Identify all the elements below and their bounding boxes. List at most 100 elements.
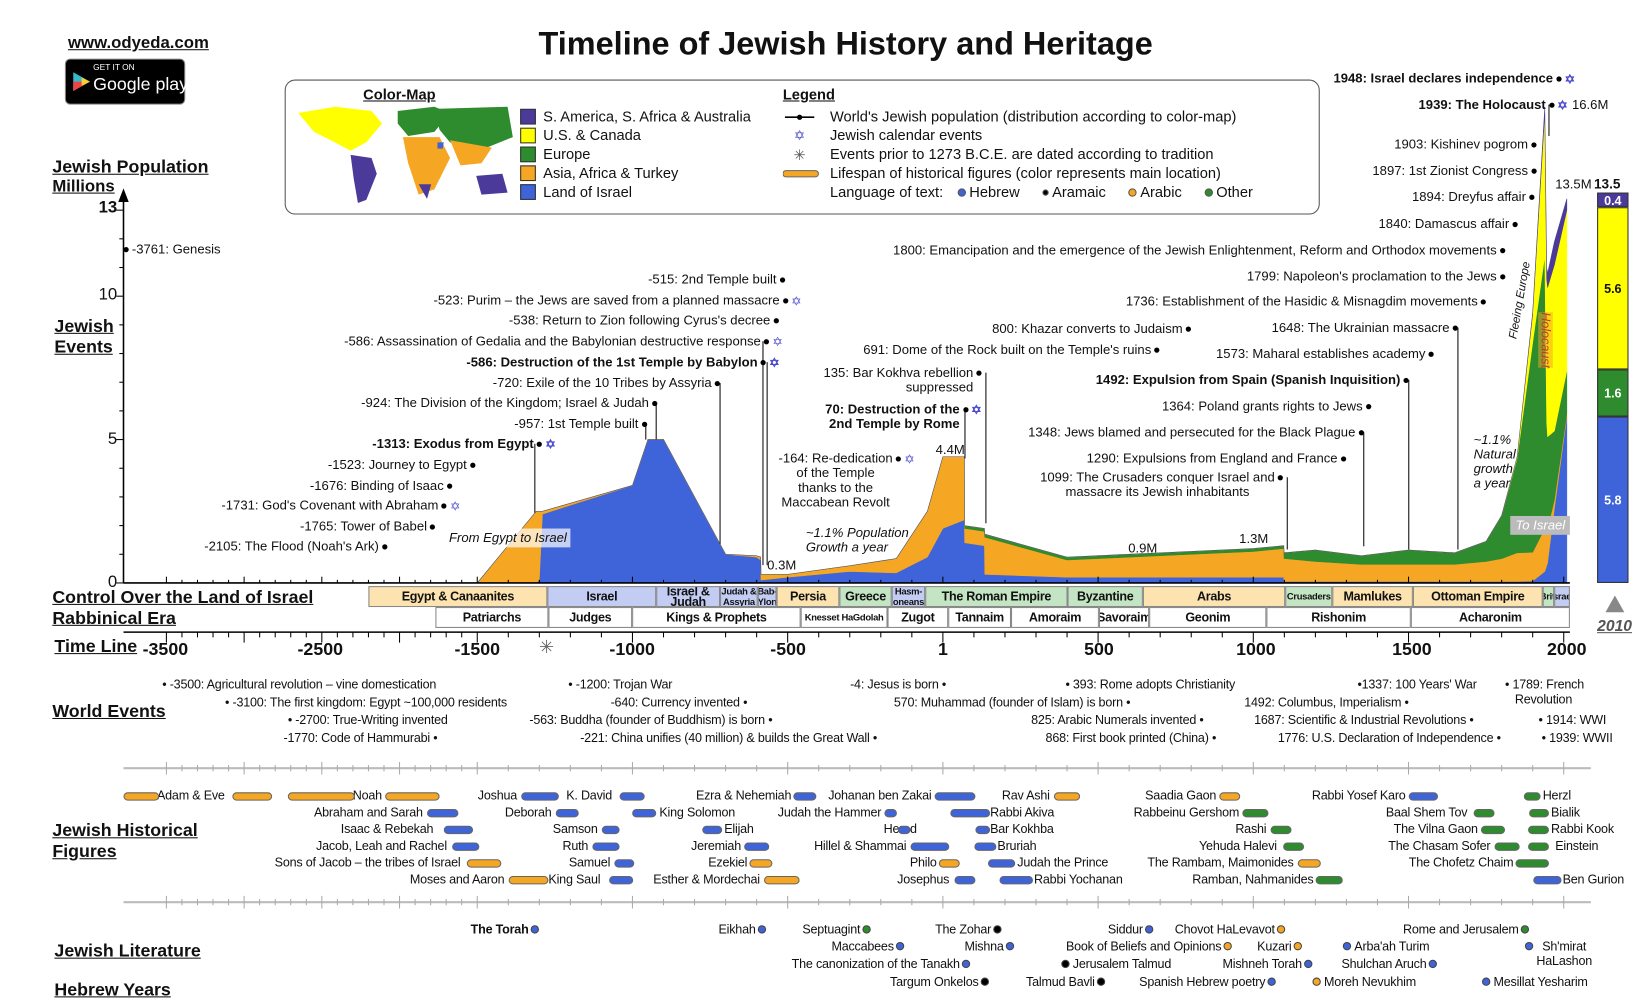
language-dot-icon [530,925,539,934]
lifespan-bar [1529,809,1549,818]
play-icon [73,72,91,92]
google-play-badge[interactable]: GET IT ON Google play [64,58,188,105]
swatch-us [520,127,536,144]
event: 1948: Israel declares independence ✡ [1333,71,1575,86]
language-dot-icon [1005,941,1015,951]
event-text: 70: Destruction of the 2nd Temple by Rom… [825,401,960,432]
language-dot-icon [1342,941,1352,951]
note-growth: ~1.1% Population Growth a year [805,525,909,555]
colormap-label: Europe [543,145,591,163]
figure-name: The Chofetz Chaim [1408,855,1514,870]
event-dot-icon [430,524,436,530]
event-text: -924: The Division of the Kingdom; Israe… [361,395,649,411]
event: -538: Return to Zion following Cyrus's d… [509,313,782,328]
lifespan-bar [123,792,160,801]
lifespan-bar [1408,792,1439,801]
x-tick-label: 1500 [1392,639,1432,660]
lifespan-bar [609,876,634,885]
y-tick-label: 13 [98,198,118,217]
event-text: 1903: Kishinev pogrom [1394,137,1529,152]
legend-languages: Language of text: Hebrew Aramaic Arabic … [830,183,1253,200]
world-event: • 1914: WWI [1538,712,1607,728]
language-dot-icon [1061,959,1070,969]
world-event: 570: Muhammad (founder of Islam) is born… [893,694,1131,710]
y-tick-label: 5 [107,430,118,448]
literature-title: Maccabees [831,938,894,954]
event-text: -164: Re-dedication of the Temple thanks… [778,451,893,510]
event-dot-icon [1529,194,1535,201]
figure-name: Saadia Gaon [1145,788,1217,803]
site-link[interactable]: www.odyeda.com [68,34,209,53]
figure-name: Hillel & Shammai [814,838,907,853]
event-text: 135: Bar Kokhva rebellion suppressed [823,365,974,395]
event-text: 1290: Expulsions from England and France [1086,451,1338,466]
legend-box [284,79,1320,215]
bar-2010-segment: 5.8 [1597,416,1629,583]
note-egypt-to-israel: From Egypt to Israel [445,528,570,548]
star-of-david-icon: ✡ [772,334,783,350]
language-dot-icon [980,977,990,986]
event-dot-icon [1365,404,1372,410]
literature-title: Kuzari [1257,938,1292,954]
x-tick-label: -1000 [609,639,655,660]
event: 135: Bar Kokhva rebellion suppressed [823,365,985,395]
event: 1736: Establishment of the Hasidic & Mis… [1126,294,1489,309]
rabbinical-band: Tannaim [948,607,1012,628]
event-dot-icon [123,247,129,253]
asterisk-icon: ✳ [538,637,554,658]
language-dot-icon [1223,941,1232,951]
event-text: -2105: The Flood (Noah's Ark) [204,538,379,554]
heading-rabbinical: Rabbinical Era [52,608,176,628]
figure-name: Ramban, Nahmanides [1192,871,1314,887]
world-event: 1492: Columbus, Imperialism • [1244,694,1409,710]
rabbinical-band: Geonim [1149,607,1267,628]
language-dot-icon [1481,977,1491,986]
event-text: 800: Khazar converts to Judaism [992,321,1183,336]
world-event: • 393: Rome adopts Christianity [1065,677,1236,692]
control-band: Crusaders [1285,586,1333,608]
y-tick-label: 0 [107,573,118,592]
figure-name: Einstein [1555,838,1599,853]
event: 70: Destruction of the 2nd Temple by Rom… [825,402,982,431]
event: -1765: Tower of Babel [300,519,439,534]
world-event: 1776: U.S. Declaration of Independence • [1277,730,1501,746]
event-text: 1897: 1st Zionist Congress [1372,163,1529,178]
event-text: 1939: The Holocaust [1418,97,1546,112]
page-title: Timeline of Jewish History and Heritage [538,25,1153,62]
event-dot-icon [1358,430,1364,436]
event-dot-icon [1512,222,1518,228]
figure-name: Bar Kokhba [990,821,1054,837]
note-to-israel: To Israel [1510,515,1571,535]
swatch-israel [520,184,536,200]
literature-title: The canonization of the Tanakh [791,956,960,972]
literature-title: Mishneh Torah [1222,956,1303,972]
lifespan-bar [1480,825,1506,835]
area-s-america-s-africa-australia [477,106,1568,584]
event: -720: Exile of the 10 Tribes by Assyria [493,376,723,390]
language-arabic: Arabic [1140,183,1182,200]
literature-title: Septuagint [802,922,861,937]
literature-title: Mesillat Yesharim [1493,974,1588,990]
world-event: •1337: 100 Years' War [1357,677,1477,692]
event-text: 1492: Expulsion from Spain (Spanish Inqu… [1095,372,1401,388]
figure-name: The Chasam Sofer [1388,838,1491,853]
bar-2010-total: 13.5 [1593,175,1621,192]
pop-label: 16.6M [1571,97,1609,112]
lifespan-bar [954,876,976,885]
arabic-dot-icon [1128,188,1138,198]
event: -586: Assassination of Gedalia and the B… [344,334,783,349]
event-text: -1313: Exodus from Egypt [372,436,534,452]
event: -586: Destruction of the 1st Temple by B… [466,355,779,370]
language-dot-icon [1520,925,1530,934]
rabbinical-band: Zugot [887,607,949,628]
lifespan-bar [793,792,817,801]
bar-2010-segment: 1.6 [1597,369,1629,417]
figure-name: Baal Shem Tov [1385,804,1468,820]
figure-name: Bruriah [997,838,1037,853]
language-dot-icon [1428,959,1437,969]
lifespan-bar [614,859,635,868]
literature-title: Talmud Bavli [1026,974,1095,990]
event-text: -538: Return to Zion following Cyrus's d… [508,312,771,328]
colormap-label: S. America, S. Africa & Australia [543,107,751,125]
event-dot-icon [469,462,476,469]
